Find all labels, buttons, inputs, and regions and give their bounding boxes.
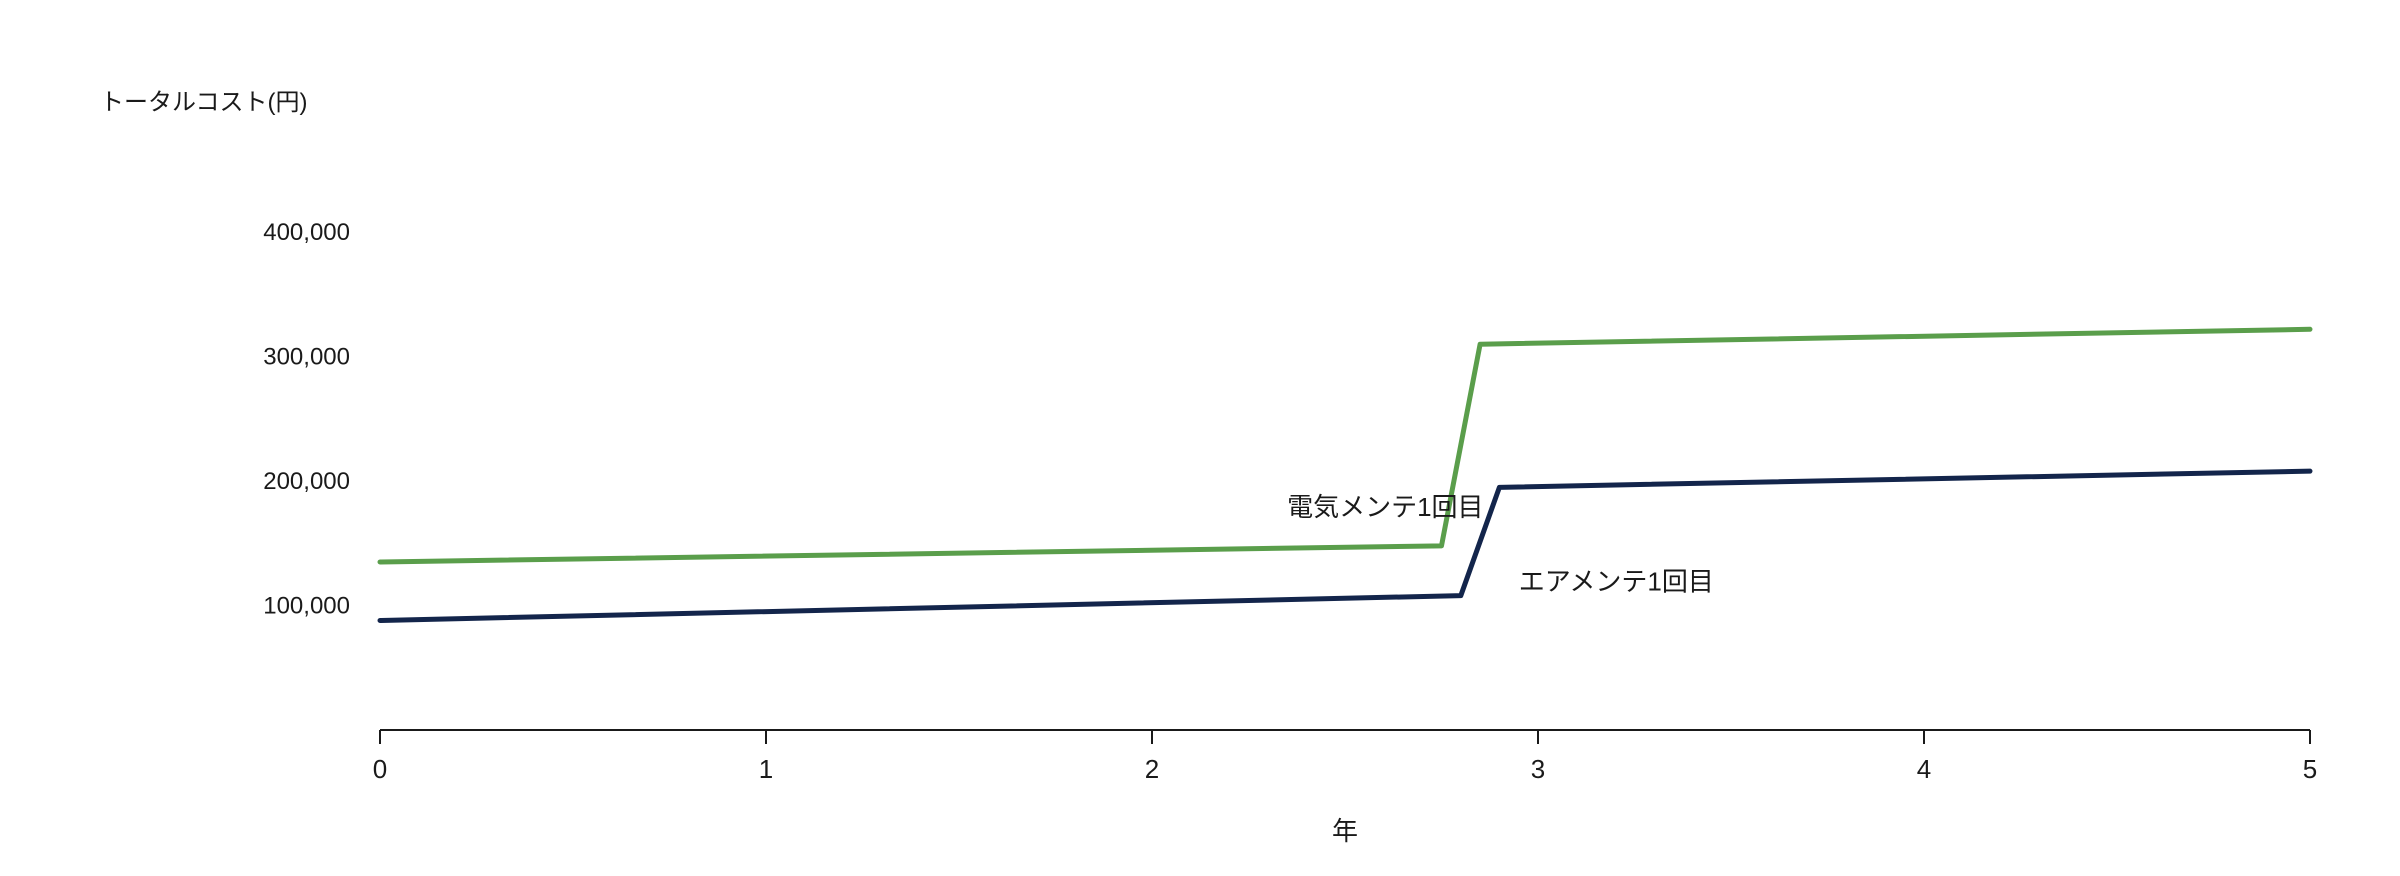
series-label-electric: 電気メンテ1回目	[1287, 492, 1483, 522]
y-tick-label: 300,000	[263, 344, 350, 371]
series-label-air: エアメンテ1回目	[1519, 567, 1714, 597]
cost-chart: トータルコスト(円) 100,000 200,000 300,000 400,000 電気…	[0, 0, 2400, 876]
y-tick-label: 400,000	[263, 219, 350, 246]
x-tick-label: 5	[2303, 754, 2317, 784]
x-axis-title: 年	[1332, 816, 1358, 846]
x-tick-label: 4	[1917, 754, 1931, 784]
x-tick-label: 3	[1531, 754, 1545, 784]
x-tick-label: 0	[373, 754, 387, 784]
y-tick-label: 100,000	[263, 593, 350, 620]
x-tick-label: 2	[1145, 754, 1159, 784]
y-axis-title: トータルコスト(円)	[100, 89, 308, 116]
chart-svg: トータルコスト(円) 100,000 200,000 300,000 400,000 電気…	[0, 0, 2400, 876]
x-tick-label: 1	[759, 754, 773, 784]
y-tick-label: 200,000	[263, 468, 350, 495]
